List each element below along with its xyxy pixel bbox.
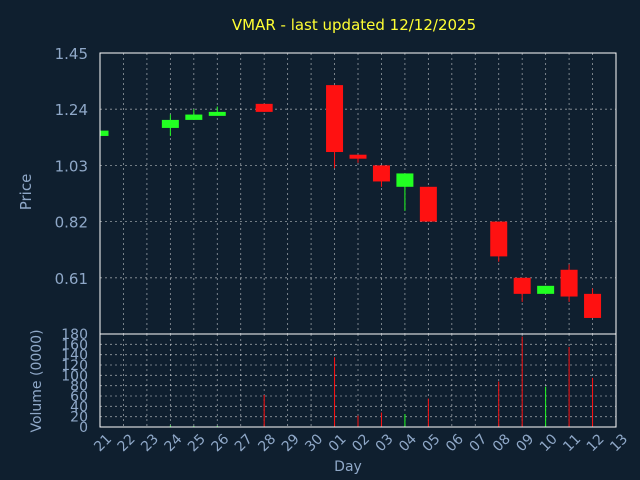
volume-tick-label: 40: [70, 399, 88, 415]
volume-axis-label: Volume (0000): [29, 329, 45, 432]
price-tick-label: 1.03: [55, 157, 88, 175]
price-tick-label: 1.24: [55, 101, 88, 119]
chart-title: VMAR - last updated 12/12/2025: [232, 16, 476, 34]
volume-tick-label: 140: [61, 348, 88, 364]
candles-layer: [99, 85, 602, 318]
candle-body: [372, 165, 390, 182]
candle-body: [100, 130, 109, 136]
volume-tick-label: 160: [61, 337, 88, 353]
volume-tick-label: 0: [79, 420, 88, 436]
price-axis-label: Price: [17, 174, 35, 211]
candle-body: [208, 111, 226, 116]
candle-body: [584, 293, 602, 318]
volume-tick-label: 60: [70, 389, 88, 405]
volume-layer: [99, 336, 594, 427]
candle-body: [349, 154, 367, 159]
candle-body: [537, 285, 555, 294]
candle-body: [513, 277, 531, 294]
candle-body: [185, 114, 203, 120]
candle-body: [490, 221, 508, 257]
x-axis-label: Day: [334, 459, 362, 475]
price-tick-label: 1.45: [55, 45, 88, 63]
candle-body: [161, 119, 179, 128]
price-tick-label: 0.82: [55, 214, 88, 232]
volume-tick-label: 100: [61, 368, 88, 384]
axes-layer: [99, 52, 617, 428]
volume-tick-label: 80: [70, 379, 88, 395]
candle-body: [419, 186, 437, 222]
candle-body: [560, 269, 578, 297]
volume-tick-label: 180: [61, 327, 88, 343]
candle-body: [255, 103, 273, 112]
candle-body: [396, 173, 414, 187]
volume-panel-frame: [99, 333, 617, 428]
volume-tick-label: 20: [70, 410, 88, 426]
volume-tick-label: 120: [61, 358, 88, 374]
candle-body: [326, 85, 344, 153]
price-tick-label: 0.61: [55, 270, 88, 288]
